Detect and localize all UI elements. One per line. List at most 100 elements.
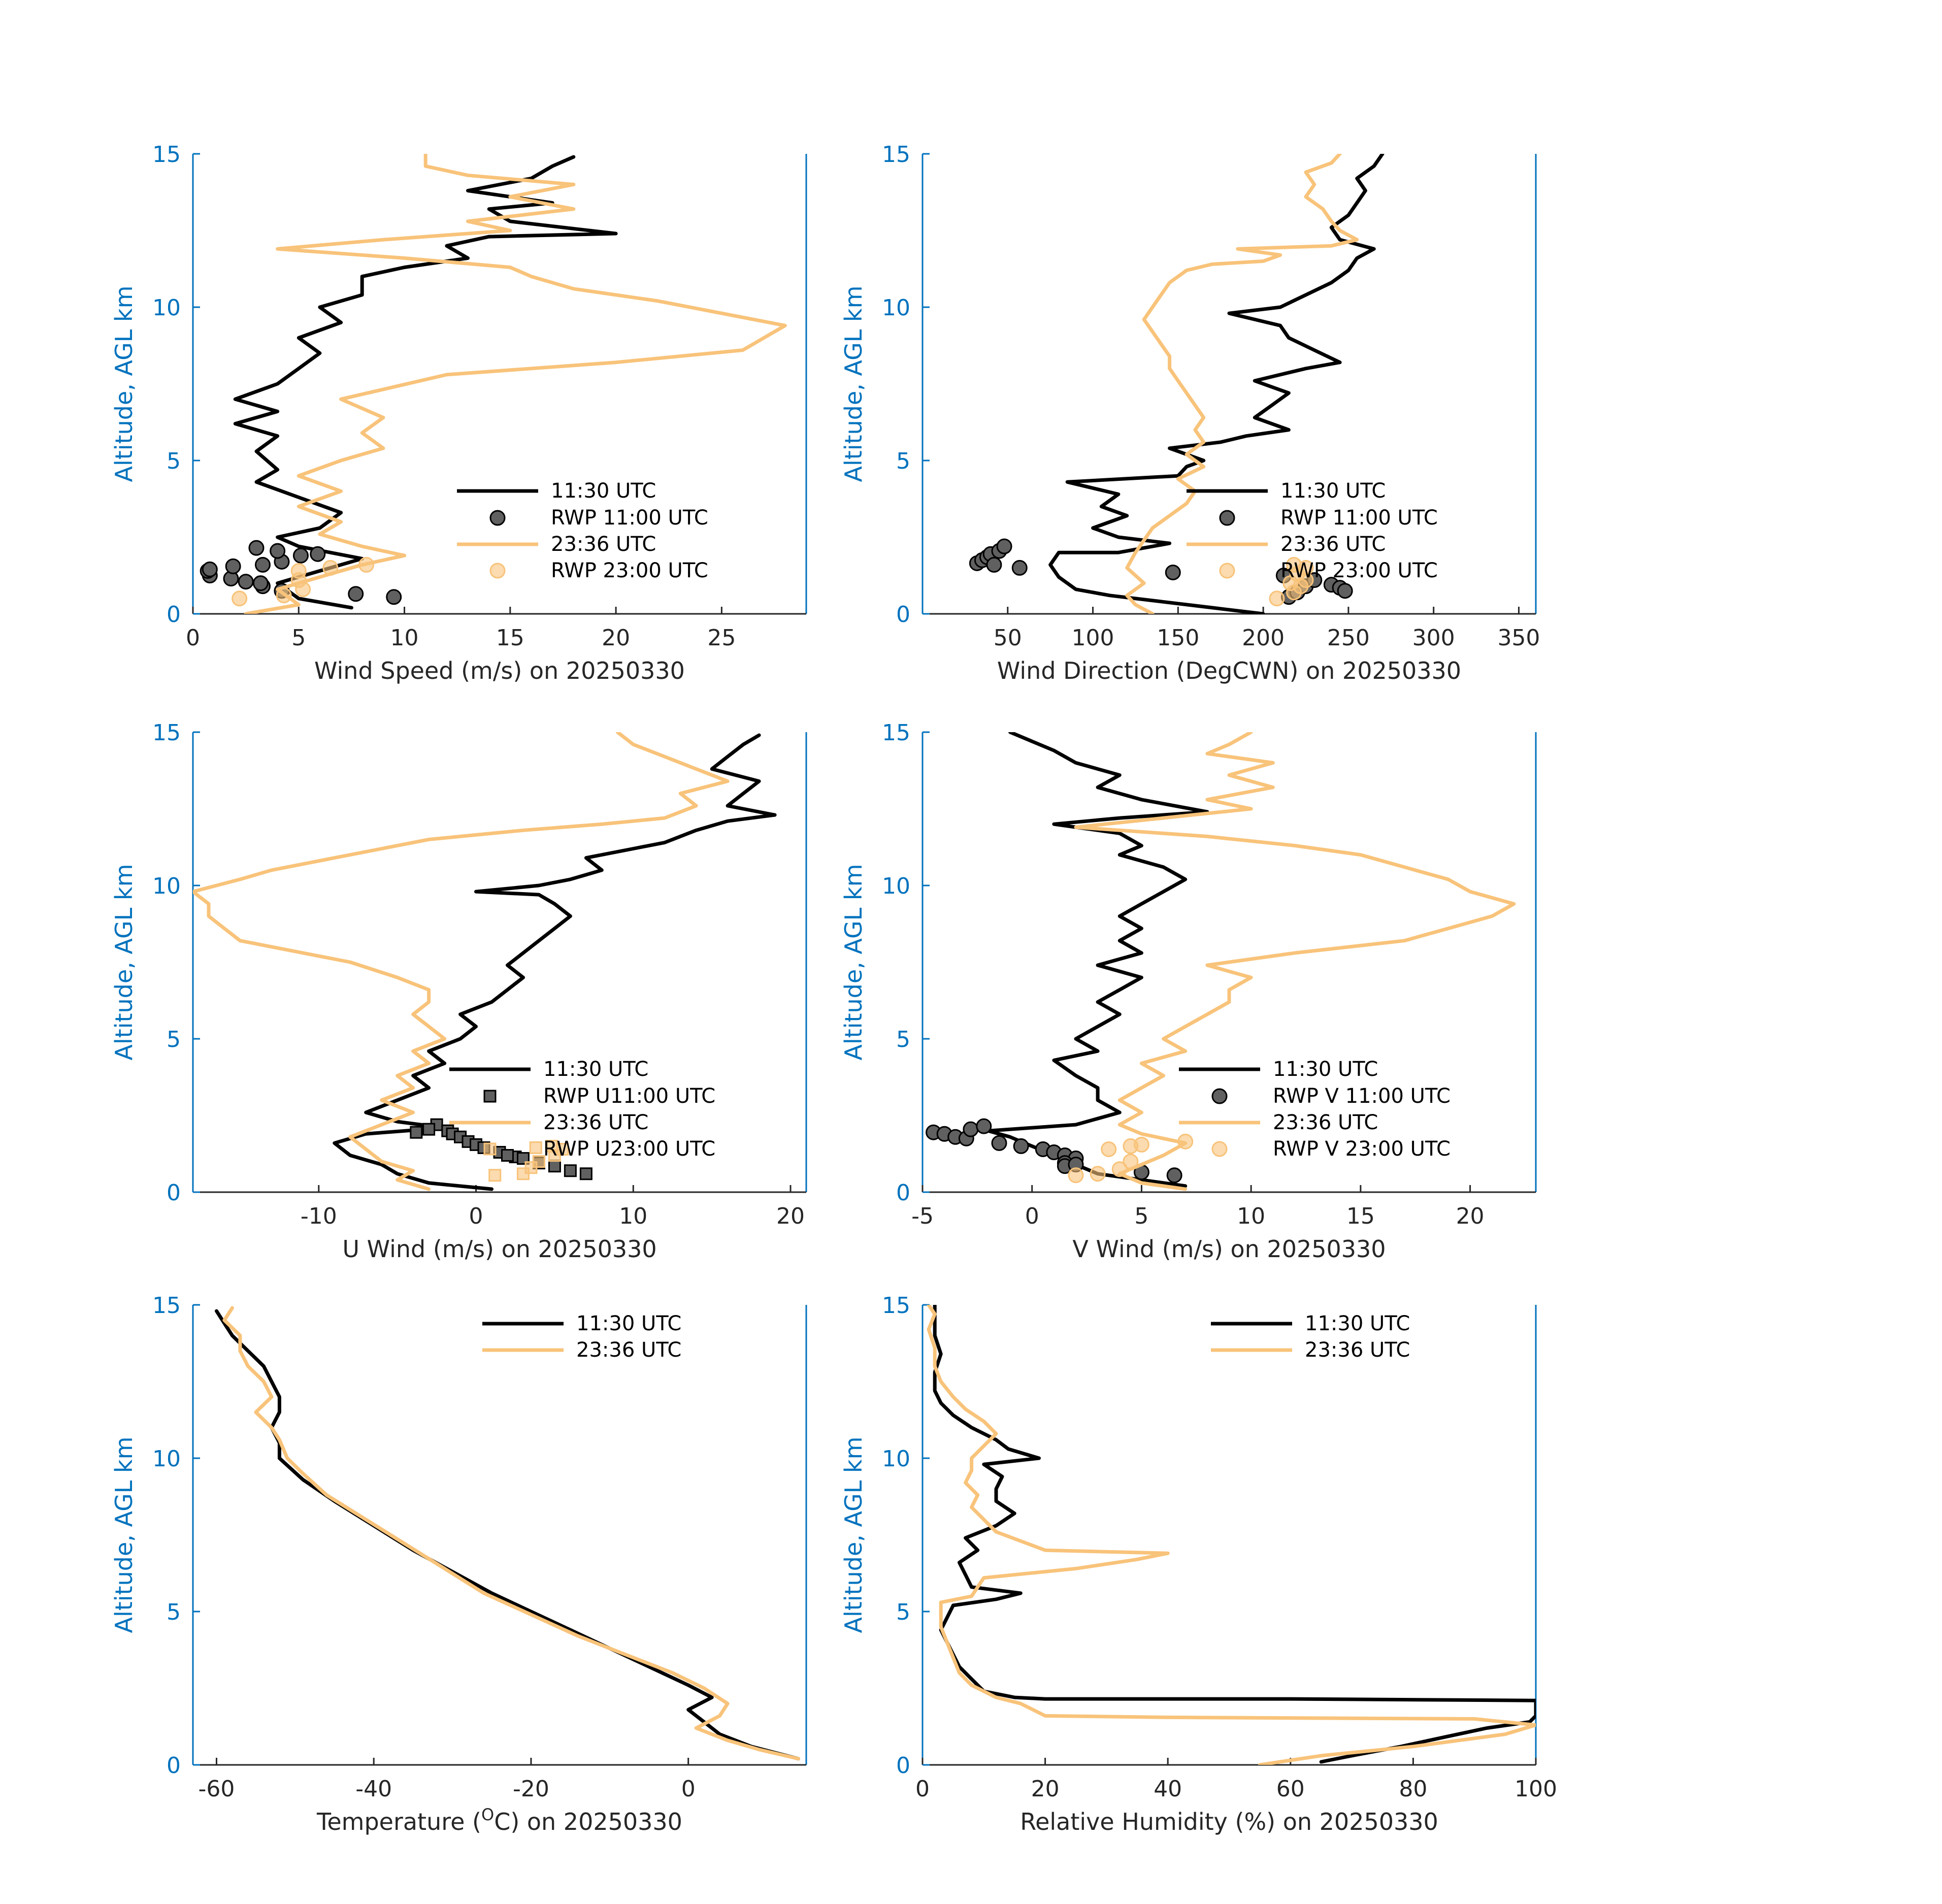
- data-point: [1269, 590, 1285, 607]
- legend-label: 11:30 UTC: [543, 1058, 648, 1081]
- series-line: [244, 154, 787, 614]
- data-point: [276, 587, 292, 604]
- plot-area: [927, 1305, 1536, 1765]
- plot-area: [193, 732, 777, 1191]
- y-tick-label: 10: [152, 1446, 181, 1472]
- x-tick-label: 300: [1412, 625, 1455, 651]
- series-line: [1048, 154, 1385, 614]
- legend-swatch: [489, 510, 506, 526]
- legend-label: 23:36 UTC: [1305, 1338, 1410, 1362]
- x-tick-label: 15: [1346, 1203, 1375, 1229]
- data-point: [1133, 1136, 1149, 1153]
- series-line: [933, 1305, 1536, 1764]
- legend-label: 23:36 UTC: [543, 1111, 648, 1134]
- x-tick-label: -5: [911, 1203, 934, 1229]
- y-tick-label: 15: [152, 142, 181, 168]
- x-tick-label: 5: [1134, 1203, 1148, 1229]
- data-point: [348, 586, 364, 602]
- x-tick-label: -40: [355, 1776, 392, 1802]
- data-point: [202, 561, 218, 577]
- plot-area: [215, 1306, 800, 1761]
- y-tick-label: 10: [882, 295, 910, 321]
- y-tick-label: 0: [896, 1753, 910, 1779]
- y-axis-label: Altitude, AGL km: [840, 864, 867, 1060]
- y-tick-label: 15: [152, 720, 181, 746]
- y-tick-label: 15: [152, 1293, 181, 1319]
- y-axis-label: Altitude, AGL km: [840, 285, 867, 482]
- y-tick-label: 15: [882, 1293, 910, 1319]
- y-tick-label: 0: [167, 602, 181, 628]
- chart-panel-2: 50 100 150 200 250 300 350 0 5 10 15 Wind Direction…: [840, 142, 1540, 684]
- y-tick-label: 5: [167, 1027, 181, 1053]
- x-tick-label: 10: [390, 625, 419, 651]
- legend-swatch: [1219, 563, 1235, 579]
- x-tick-label: 40: [1154, 1776, 1182, 1802]
- x-tick-label: 0: [681, 1776, 696, 1802]
- data-point: [963, 1121, 979, 1137]
- data-point: [270, 543, 286, 559]
- chart-panel-3: -10 0 10 20 0 5 10 15 U Wind (m/s) on 20250330 Al…: [110, 720, 807, 1263]
- data-point: [292, 547, 309, 564]
- y-axis-label: Altitude, AGL km: [110, 864, 138, 1060]
- x-axis-label: Relative Humidity (%) on 20250330: [1020, 1808, 1438, 1835]
- data-point: [501, 1149, 514, 1162]
- data-point: [1123, 1154, 1139, 1170]
- x-tick-label: -20: [513, 1776, 549, 1802]
- data-point: [248, 540, 265, 556]
- data-point: [996, 538, 1012, 554]
- plot-area: [926, 732, 1516, 1191]
- data-point: [225, 558, 241, 574]
- data-point: [1337, 583, 1353, 599]
- x-tick-label: 150: [1157, 625, 1199, 651]
- legend-label: RWP U23:00 UTC: [543, 1137, 715, 1161]
- legend: 11:30 UTC RWP U11:00 UTC 23:36 UTC RWP U23:…: [449, 1058, 715, 1161]
- x-tick-label: -60: [199, 1776, 235, 1802]
- data-point: [1165, 564, 1181, 580]
- series-line: [927, 1305, 1536, 1765]
- data-point: [1177, 1133, 1194, 1150]
- y-tick-label: 10: [152, 873, 181, 899]
- x-tick-label: 5: [291, 625, 306, 651]
- data-point: [1101, 1141, 1117, 1157]
- x-tick-label: 0: [186, 625, 200, 651]
- y-tick-label: 5: [896, 1599, 910, 1625]
- data-point: [252, 575, 269, 592]
- x-tick-label: 20: [776, 1203, 805, 1229]
- x-tick-label: 20: [602, 625, 630, 651]
- legend-label: RWP 23:00 UTC: [551, 559, 708, 582]
- y-tick-label: 5: [896, 1027, 910, 1053]
- data-point: [290, 563, 307, 579]
- legend-label: 11:30 UTC: [576, 1312, 681, 1335]
- legend-label: RWP U11:00 UTC: [543, 1085, 715, 1108]
- data-point: [410, 1126, 423, 1139]
- x-axis-label: U Wind (m/s) on 20250330: [342, 1235, 656, 1263]
- x-tick-label: 50: [994, 625, 1022, 651]
- chart-panel-1: 0 5 10 15 20 25 0 5 10 15 Wind Speed (m/s) on 2025…: [110, 142, 807, 684]
- legend-swatch: [1211, 1141, 1228, 1157]
- x-axis-label: Wind Direction (DegCWN) on 20250330: [997, 657, 1461, 684]
- data-point: [516, 1152, 530, 1165]
- legend-label: 23:36 UTC: [1273, 1111, 1378, 1134]
- legend-label: 23:36 UTC: [1280, 533, 1386, 556]
- x-axis-label: Temperature (OC) on 20250330: [316, 1805, 682, 1835]
- legend-swatch: [483, 1090, 497, 1103]
- data-point: [1111, 1161, 1128, 1177]
- series-line: [233, 155, 618, 610]
- legend-label: 11:30 UTC: [1305, 1312, 1410, 1335]
- series-line: [222, 1306, 800, 1761]
- data-point: [232, 590, 248, 607]
- x-tick-label: 0: [469, 1203, 483, 1229]
- y-tick-label: 0: [167, 1180, 181, 1206]
- series-line: [193, 732, 730, 1191]
- data-point: [310, 546, 326, 562]
- x-tick-label: 25: [707, 625, 736, 651]
- y-tick-label: 5: [896, 448, 910, 474]
- x-tick-label: 250: [1327, 625, 1370, 651]
- data-point: [1166, 1167, 1182, 1184]
- data-point: [1282, 575, 1299, 592]
- series-line: [986, 732, 1209, 1188]
- y-tick-label: 15: [882, 142, 910, 168]
- legend: 11:30 UTC 23:36 UTC: [482, 1312, 681, 1362]
- y-tick-label: 0: [167, 1753, 181, 1779]
- x-axis-label: V Wind (m/s) on 20250330: [1072, 1235, 1386, 1263]
